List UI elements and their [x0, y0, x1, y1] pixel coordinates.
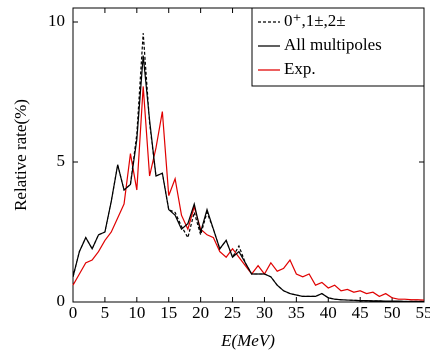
series-line [72, 86, 425, 301]
legend-label: 0⁺,1±,2± [284, 11, 346, 30]
y-tick-label: 10 [48, 11, 65, 30]
y-tick-label: 0 [57, 291, 66, 310]
x-tick-label: 10 [128, 303, 145, 322]
legend-label: Exp. [284, 59, 316, 78]
series-line [72, 33, 424, 303]
x-tick-label: 45 [352, 303, 369, 322]
series-line [72, 55, 424, 303]
x-tick-label: 30 [256, 303, 273, 322]
x-tick-label: 40 [320, 303, 337, 322]
x-tick-label: 50 [384, 303, 401, 322]
x-axis-label: E(MeV) [220, 331, 275, 350]
x-tick-label: 20 [192, 303, 209, 322]
legend-label: All multipoles [284, 35, 382, 54]
x-tick-label: 35 [288, 303, 305, 322]
y-axis-label: Relative rate(%) [11, 99, 30, 211]
x-tick-label: 55 [416, 303, 430, 322]
x-tick-label: 25 [224, 303, 241, 322]
x-tick-label: 0 [69, 303, 78, 322]
legend-box [251, 7, 425, 87]
plot-frame [72, 7, 425, 303]
y-tick-label: 5 [57, 151, 66, 170]
x-tick-label: 5 [101, 303, 110, 322]
x-tick-label: 15 [160, 303, 177, 322]
